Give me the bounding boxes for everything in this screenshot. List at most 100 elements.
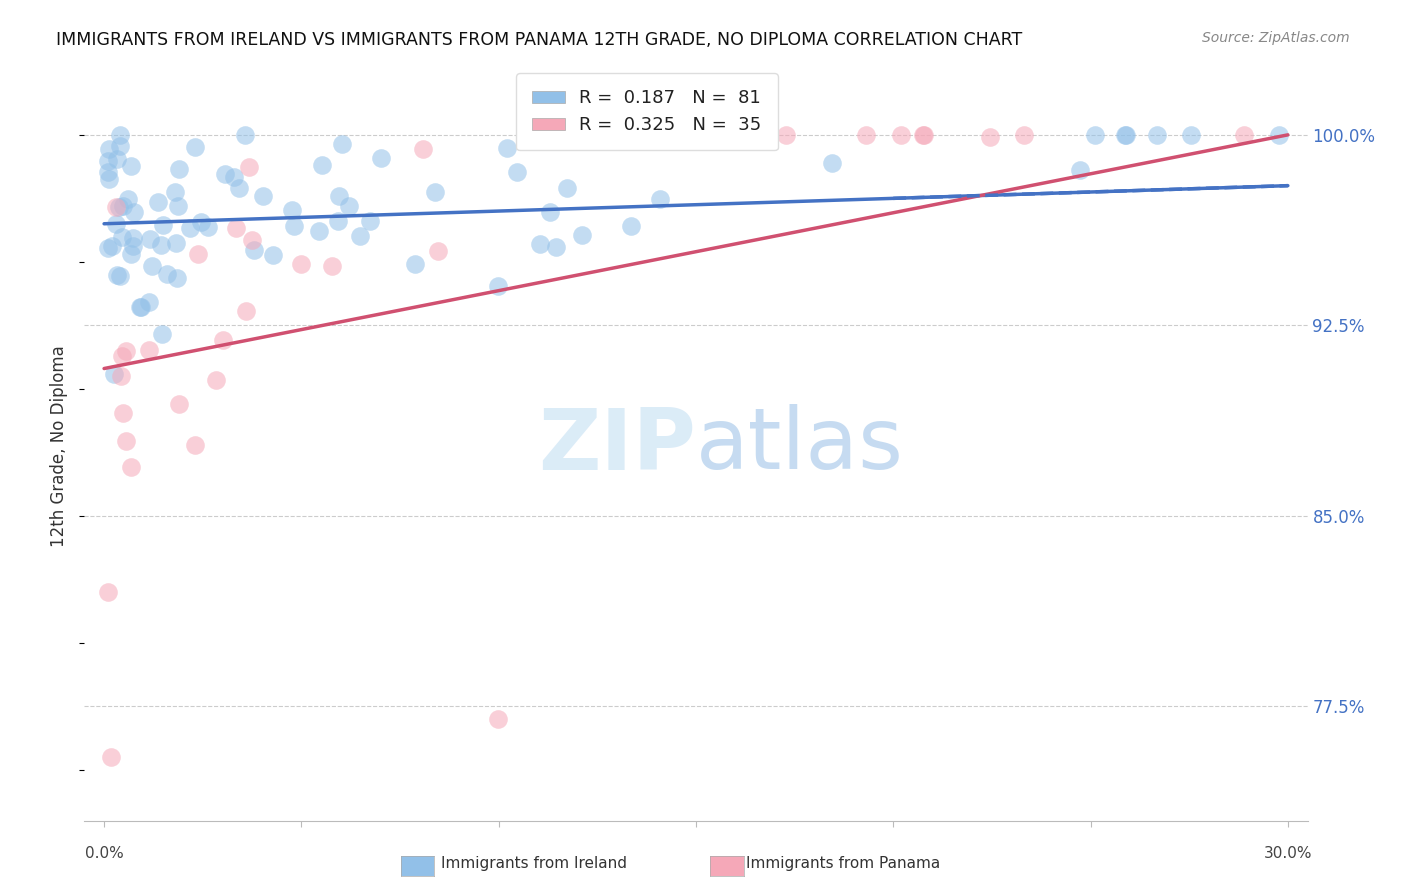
Point (243, 244, 266, 258)
Point (240, 233, 263, 247)
Point (238, 160, 260, 174)
Point (337, 199, 360, 213)
Point (281, 202, 304, 217)
Point (117, 192, 139, 206)
Point (1180, 128, 1202, 142)
Point (506, 165, 529, 179)
Text: atlas: atlas (696, 404, 904, 488)
Point (821, 156, 844, 170)
Text: Source: ZipAtlas.com: Source: ZipAtlas.com (1202, 31, 1350, 45)
Point (1069, 163, 1091, 178)
Point (555, 180, 578, 194)
Point (98, 142, 121, 156)
Point (107, 153, 129, 167)
Point (205, 373, 228, 387)
Point (155, 267, 177, 281)
Point (129, 301, 152, 315)
Point (101, 239, 124, 253)
Point (290, 257, 312, 271)
Text: 0.0%: 0.0% (84, 846, 124, 861)
Y-axis label: 12th Grade, No Diploma: 12th Grade, No Diploma (51, 345, 69, 547)
Point (146, 195, 169, 210)
Text: Immigrants from Ireland: Immigrants from Ireland (441, 856, 627, 871)
Point (412, 142, 434, 156)
Point (167, 198, 190, 212)
Point (107, 268, 129, 283)
Point (139, 232, 162, 246)
Point (321, 259, 343, 273)
Point (619, 128, 641, 142)
Point (111, 229, 134, 244)
Point (104, 200, 127, 214)
Text: 30.0%: 30.0% (1264, 846, 1312, 861)
Point (1012, 128, 1035, 142)
Point (184, 438, 207, 452)
Point (1114, 128, 1136, 142)
Point (855, 128, 877, 142)
Point (538, 205, 561, 219)
Point (775, 128, 797, 142)
Point (165, 235, 187, 250)
Text: IMMIGRANTS FROM IRELAND VS IMMIGRANTS FROM PANAMA 12TH GRADE, NO DIPLOMA CORRELA: IMMIGRANTS FROM IRELAND VS IMMIGRANTS FR… (56, 31, 1022, 49)
Point (328, 189, 350, 203)
Point (529, 237, 551, 252)
Point (349, 229, 371, 244)
Point (486, 712, 509, 726)
Point (110, 139, 132, 153)
Point (330, 137, 353, 152)
Point (496, 141, 519, 155)
Point (121, 239, 143, 253)
Point (120, 247, 142, 261)
Point (97, 172, 120, 186)
Point (1115, 128, 1137, 142)
Point (190, 215, 212, 229)
Point (326, 213, 349, 227)
Point (179, 221, 201, 235)
Point (97, 164, 120, 178)
Point (486, 279, 509, 293)
Point (103, 367, 125, 381)
Point (1233, 128, 1256, 142)
Point (167, 396, 190, 410)
Point (1146, 128, 1168, 142)
Point (120, 159, 142, 173)
Point (152, 218, 174, 232)
Point (225, 220, 247, 235)
Point (197, 220, 219, 235)
Point (235, 304, 257, 318)
Point (100, 750, 122, 764)
Point (141, 260, 163, 274)
Point (724, 128, 747, 142)
Point (112, 406, 135, 420)
Point (1267, 128, 1289, 142)
Point (108, 128, 131, 142)
Point (283, 219, 305, 234)
Point (184, 140, 207, 154)
Point (122, 204, 145, 219)
Point (167, 162, 190, 177)
Point (111, 350, 134, 364)
Text: Immigrants from Panama: Immigrants from Panama (747, 856, 941, 871)
Point (599, 128, 621, 142)
Point (308, 224, 330, 238)
Point (212, 333, 235, 347)
Point (571, 227, 593, 242)
Point (912, 128, 935, 142)
Point (648, 192, 671, 206)
Point (228, 181, 250, 195)
Point (252, 189, 274, 203)
Point (426, 244, 449, 259)
Point (150, 238, 173, 252)
Point (114, 343, 136, 358)
Point (138, 294, 160, 309)
Point (359, 213, 381, 227)
Point (150, 327, 173, 342)
Point (262, 248, 284, 262)
Point (187, 247, 209, 261)
Point (110, 368, 132, 383)
Point (97, 154, 120, 169)
Point (120, 459, 142, 474)
Point (166, 271, 188, 285)
Text: ZIP: ZIP (538, 404, 696, 488)
Point (111, 199, 134, 213)
